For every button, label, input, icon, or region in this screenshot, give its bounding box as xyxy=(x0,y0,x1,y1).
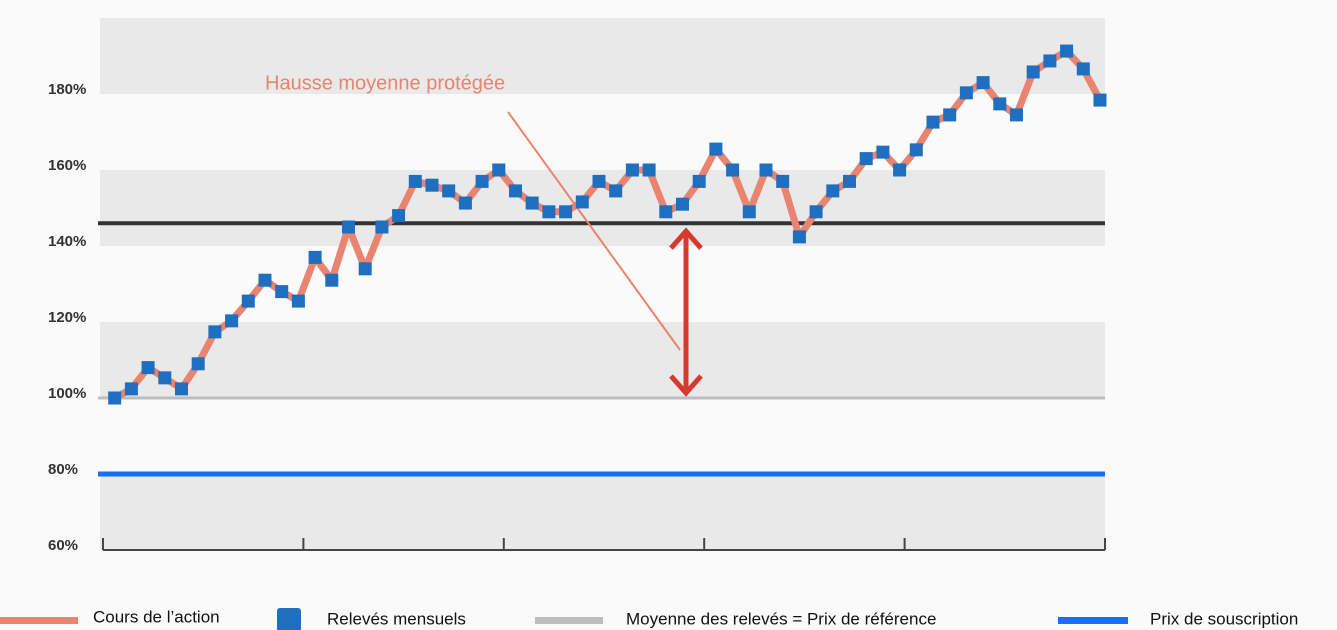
monthly-marker xyxy=(993,97,1007,111)
monthly-marker xyxy=(325,273,339,287)
monthly-marker xyxy=(174,382,188,396)
monthly-marker xyxy=(108,391,122,405)
monthly-marker xyxy=(625,163,639,177)
y-tick-label: 80% xyxy=(48,461,78,478)
monthly-marker xyxy=(141,361,155,375)
monthly-marker xyxy=(575,195,589,209)
monthly-marker xyxy=(859,152,873,166)
monthly-marker xyxy=(976,76,990,90)
monthly-marker xyxy=(659,205,673,219)
monthly-marker xyxy=(1093,93,1107,107)
legend-swatch xyxy=(535,617,603,624)
monthly-marker xyxy=(291,294,305,308)
band xyxy=(100,18,1105,94)
monthly-marker xyxy=(492,163,506,177)
monthly-marker xyxy=(675,197,689,211)
monthly-marker xyxy=(1026,65,1040,79)
annotation: Hausse moyenne protégée xyxy=(265,72,505,94)
legend-label: Cours de l’action xyxy=(93,607,220,626)
monthly-marker xyxy=(542,205,556,219)
monthly-marker xyxy=(959,86,973,100)
monthly-marker xyxy=(458,196,472,210)
monthly-marker xyxy=(258,273,272,287)
monthly-marker xyxy=(826,184,840,198)
arrow-head xyxy=(669,374,703,397)
monthly-marker xyxy=(525,196,539,210)
monthly-marker xyxy=(792,230,806,244)
monthly-marker xyxy=(1076,62,1090,76)
monthly-marker xyxy=(592,174,606,188)
y-tick-label: 140% xyxy=(48,233,86,250)
monthly-marker xyxy=(909,143,923,157)
monthly-marker xyxy=(425,178,439,192)
arrow-head xyxy=(669,227,703,250)
legend-label: Moyenne des relevés = Prix de référence xyxy=(626,609,936,628)
monthly-marker xyxy=(559,205,573,219)
monthly-marker xyxy=(124,382,138,396)
monthly-marker xyxy=(726,163,740,177)
monthly-marker xyxy=(392,209,406,223)
monthly-marker xyxy=(225,314,239,328)
monthly-marker xyxy=(375,220,389,234)
monthly-marker xyxy=(692,174,706,188)
legend-label: Prix de souscription xyxy=(1150,609,1298,628)
monthly-marker xyxy=(1043,54,1057,68)
monthly-marker xyxy=(876,145,890,159)
monthly-marker xyxy=(508,184,522,198)
y-tick-label: 60% xyxy=(48,537,78,554)
monthly-marker xyxy=(158,371,172,385)
monthly-marker xyxy=(408,174,422,188)
monthly-marker xyxy=(709,142,723,156)
monthly-marker xyxy=(191,357,205,371)
monthly-marker xyxy=(943,108,957,122)
monthly-marker xyxy=(475,174,489,188)
band xyxy=(100,322,1105,398)
monthly-marker xyxy=(241,294,255,308)
monthly-marker xyxy=(776,174,790,188)
legend-swatch xyxy=(0,617,78,624)
monthly-marker xyxy=(893,163,907,177)
band xyxy=(100,474,1105,550)
monthly-marker xyxy=(759,163,773,177)
monthly-marker xyxy=(642,163,656,177)
legend-label: Relevés mensuels xyxy=(327,609,466,628)
monthly-marker xyxy=(358,262,372,276)
monthly-marker xyxy=(809,205,823,219)
monthly-marker xyxy=(609,184,623,198)
monthly-marker xyxy=(1009,108,1023,122)
y-tick-label: 160% xyxy=(48,157,86,174)
y-tick-label: 120% xyxy=(48,309,86,326)
annotation-pointer xyxy=(507,111,681,351)
monthly-marker xyxy=(341,220,355,234)
monthly-marker xyxy=(442,184,456,198)
y-tick-label: 100% xyxy=(48,385,86,402)
monthly-marker xyxy=(308,250,322,264)
monthly-marker xyxy=(1060,44,1074,58)
y-tick-label: 180% xyxy=(48,81,86,98)
monthly-marker xyxy=(275,285,289,299)
legend-swatch xyxy=(1058,617,1128,624)
monthly-marker xyxy=(926,115,940,129)
legend-swatch xyxy=(277,608,301,630)
monthly-marker xyxy=(742,205,756,219)
monthly-marker xyxy=(842,174,856,188)
monthly-marker xyxy=(208,325,222,339)
